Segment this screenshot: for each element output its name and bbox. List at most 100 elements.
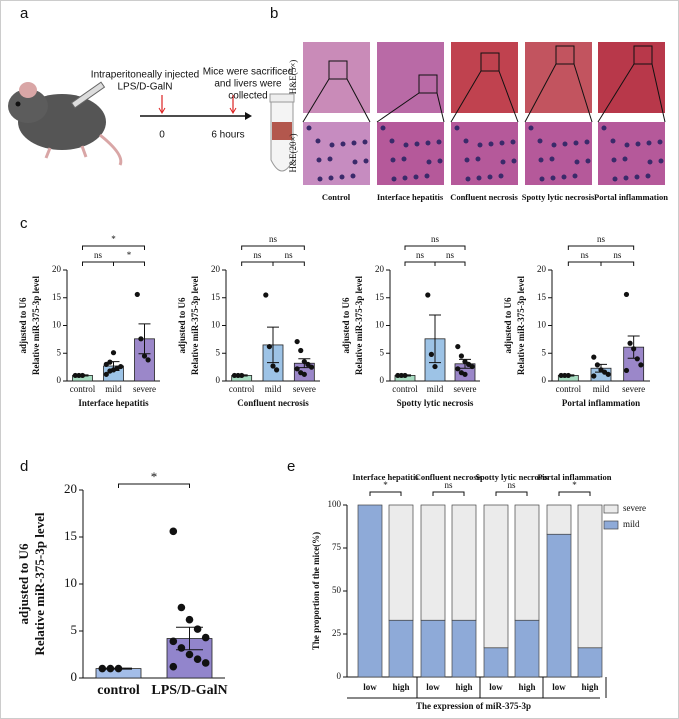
nucleus [362, 139, 368, 145]
nucleus [574, 159, 580, 165]
y-axis-label: Relative miR-375-3p level [516, 276, 526, 375]
nucleus [498, 173, 504, 179]
x-tick-label: severe [133, 384, 156, 394]
significance-label: ns [431, 234, 440, 244]
data-point [398, 372, 404, 379]
x-tick-label: low [552, 682, 566, 692]
bar-segment [388, 504, 414, 621]
nucleus [352, 159, 358, 165]
column-label: Control [322, 192, 351, 202]
nucleus [623, 175, 629, 181]
data-point [185, 615, 194, 624]
nucleus [329, 142, 335, 148]
data-point [395, 372, 401, 379]
data-point [462, 358, 468, 365]
data-point [432, 363, 438, 370]
step-text: Mice were sacrificed [203, 67, 294, 78]
zoom-box [328, 60, 348, 80]
significance-label: * [111, 234, 116, 244]
data-point [193, 655, 202, 663]
data-point [76, 372, 82, 379]
panel-label: b [270, 5, 278, 22]
y-tick-label: 10 [64, 575, 77, 590]
data-point [145, 357, 151, 363]
legend-swatch [603, 504, 619, 514]
significance-bracket [567, 245, 635, 250]
nucleus [436, 139, 442, 145]
histology-image-20x [377, 122, 444, 185]
x-tick-label: severe [293, 384, 316, 394]
significance-label: ns [446, 250, 455, 260]
significance-label: ns [94, 250, 103, 260]
nucleus [391, 176, 397, 182]
data-point [98, 664, 107, 673]
timeline-arrowhead [245, 112, 252, 120]
panel-label: d [20, 458, 28, 475]
bar-segment [451, 504, 477, 621]
nucleus [327, 156, 333, 162]
nucleus [610, 138, 616, 144]
zoom-line [346, 78, 371, 123]
data-point [455, 343, 461, 350]
data-point [266, 343, 272, 350]
data-point [193, 625, 202, 633]
nucleus [316, 157, 322, 163]
histology-image-20x [303, 122, 370, 185]
nucleus [315, 138, 321, 144]
data-point [294, 338, 300, 345]
nucleus [528, 125, 534, 131]
data-point [428, 351, 434, 357]
nucleus [624, 142, 630, 148]
nucleus [454, 125, 460, 131]
nucleus [413, 174, 419, 180]
y-axis-label: adjusted to U6 [341, 297, 351, 354]
nucleus [658, 158, 664, 164]
nucleus [402, 175, 408, 181]
y-tick-label: 10 [537, 320, 547, 330]
x-tick-label: control [556, 384, 582, 394]
zoom-line [436, 92, 445, 123]
nucleus [425, 140, 431, 146]
data-point [201, 659, 210, 667]
bar-segment [420, 504, 446, 621]
group-title: Confluent necrosis [415, 472, 483, 482]
y-tick-label: 25 [332, 628, 342, 638]
data-point [425, 292, 431, 298]
data-point [106, 664, 115, 673]
y-axis-label: Relative miR-375-3p level [32, 512, 47, 655]
data-point [627, 340, 633, 346]
data-point [634, 356, 640, 362]
column-label: Portal inflammation [594, 192, 668, 202]
x-tick-label: mild [427, 384, 444, 394]
y-axis-label: adjusted to U6 [503, 297, 513, 354]
significance-label: * [383, 480, 388, 490]
nucleus [487, 174, 493, 180]
column-label: Confluent necrosis [450, 192, 518, 202]
data-point [458, 353, 464, 359]
zoom-box [480, 52, 500, 72]
data-point [308, 364, 315, 370]
x-axis-title: Confluent necrosis [237, 398, 309, 408]
significance-label: * [151, 469, 158, 484]
significance-label: ns [285, 250, 294, 260]
y-axis-label: adjusted to U6 [16, 543, 31, 624]
nucleus [550, 175, 556, 181]
significance-label: ns [597, 234, 606, 244]
tube-illustration [269, 93, 295, 172]
significance-bracket [558, 491, 591, 496]
significance-label: ns [269, 234, 278, 244]
legend-swatch [603, 520, 619, 530]
x-tick-label: severe [454, 384, 477, 394]
nucleus [612, 176, 618, 182]
nucleus [622, 156, 628, 162]
bar-segment [388, 619, 414, 678]
data-point [79, 372, 86, 379]
y-axis-label: adjusted to U6 [18, 297, 28, 354]
y-tick-label: 75 [332, 542, 342, 552]
nucleus [601, 125, 607, 131]
arrowhead [158, 107, 166, 114]
y-tick-label: 0 [542, 375, 547, 385]
y-tick-label: 0 [380, 375, 385, 385]
data-point [274, 367, 280, 373]
data-point [591, 354, 597, 360]
